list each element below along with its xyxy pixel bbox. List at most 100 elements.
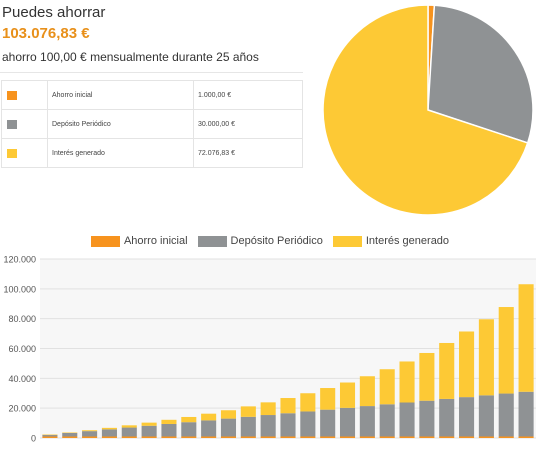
bar-segment-initial[interactable]	[300, 436, 316, 438]
bar-segment-interest[interactable]	[478, 319, 494, 396]
bar-segment-initial[interactable]	[359, 436, 375, 438]
bar-segment-initial[interactable]	[498, 436, 514, 438]
bar-segment-interest[interactable]	[359, 376, 375, 407]
bar-segment-interest[interactable]	[82, 430, 98, 432]
bar-segment-initial[interactable]	[419, 436, 435, 438]
bar-segment-initial[interactable]	[280, 436, 296, 438]
bar-segment-initial[interactable]	[121, 436, 137, 438]
y-tick-label: 80.000	[8, 314, 36, 324]
summary-total: 103.076,83 €	[2, 25, 90, 42]
breakdown-label: Ahorro inicial	[47, 80, 194, 110]
bar-segment-initial[interactable]	[478, 436, 494, 438]
bar-segment-interest[interactable]	[459, 331, 475, 398]
bar-segment-interest[interactable]	[320, 388, 336, 410]
bar-segment-periodic[interactable]	[161, 423, 177, 437]
legend-label: Ahorro inicial	[123, 235, 188, 247]
bar-segment-interest[interactable]	[399, 361, 415, 403]
bar-segment-periodic[interactable]	[240, 416, 256, 437]
y-tick-label: 120.000	[3, 255, 36, 265]
bar-segment-initial[interactable]	[220, 436, 237, 438]
breakdown-value: 1.000,00 €	[193, 80, 303, 110]
bar-segment-initial[interactable]	[439, 436, 455, 438]
periodic-swatch	[7, 119, 17, 129]
bar-segment-interest[interactable]	[498, 307, 514, 394]
legend-item-initial[interactable]: Ahorro inicial	[90, 235, 188, 247]
bar-segment-initial[interactable]	[101, 436, 117, 438]
bar-segment-periodic[interactable]	[101, 429, 117, 437]
legend-label: Interés generado	[365, 235, 450, 247]
legend-item-interest[interactable]: Interés generado	[332, 235, 450, 247]
bar-segment-initial[interactable]	[161, 436, 177, 438]
breakdown-value: 72.076,83 €	[193, 138, 303, 168]
bar-segment-interest[interactable]	[62, 432, 78, 433]
bar-segment-interest[interactable]	[240, 406, 256, 417]
bar-segment-interest[interactable]	[300, 393, 316, 412]
bar-segment-periodic[interactable]	[141, 425, 157, 437]
bar-segment-periodic[interactable]	[339, 407, 356, 437]
bar-segment-initial[interactable]	[240, 436, 256, 438]
bar-segment-initial[interactable]	[518, 436, 534, 438]
bar-segment-initial[interactable]	[379, 436, 395, 438]
bar-segment-interest[interactable]	[121, 425, 137, 428]
initial-swatch	[7, 90, 17, 100]
y-tick-label: 40.000	[8, 374, 36, 384]
legend-swatch-periodic	[197, 235, 227, 247]
bar-segment-periodic[interactable]	[439, 398, 455, 437]
bar-chart-legend: Ahorro inicial Depósito Periódico Interé…	[0, 235, 540, 247]
bar-segment-initial[interactable]	[320, 436, 336, 438]
bar-segment-periodic[interactable]	[359, 406, 375, 437]
bar-segment-interest[interactable]	[280, 398, 296, 414]
legend-item-periodic[interactable]: Depósito Periódico	[197, 235, 323, 247]
bar-segment-initial[interactable]	[260, 436, 276, 438]
bar-segment-initial[interactable]	[459, 436, 475, 438]
summary-title: Puedes ahorrar	[2, 4, 106, 21]
bar-segment-interest[interactable]	[141, 422, 157, 426]
bar-segment-periodic[interactable]	[181, 422, 197, 437]
bar-segment-initial[interactable]	[339, 436, 356, 438]
legend-label: Depósito Periódico	[230, 235, 323, 247]
bar-segment-periodic[interactable]	[62, 432, 78, 437]
bar-segment-interest[interactable]	[419, 352, 435, 401]
bar-segment-periodic[interactable]	[280, 413, 296, 437]
pie-slice-interest[interactable]	[322, 4, 529, 216]
bar-segment-initial[interactable]	[42, 436, 58, 438]
bar-segment-interest[interactable]	[42, 434, 58, 436]
bar-segment-interest[interactable]	[439, 342, 455, 399]
bar-segment-periodic[interactable]	[260, 415, 276, 437]
breakdown-table: Ahorro inicial 1.000,00 € Depósito Perió…	[1, 80, 303, 168]
bar-segment-periodic[interactable]	[518, 391, 534, 437]
bar-segment-interest[interactable]	[260, 402, 276, 416]
bar-segment-interest[interactable]	[201, 413, 217, 421]
breakdown-row-periodic: Depósito Periódico 30.000,00 €	[1, 109, 303, 139]
bar-segment-initial[interactable]	[141, 436, 157, 438]
bar-segment-initial[interactable]	[82, 436, 98, 438]
breakdown-label: Depósito Periódico	[47, 109, 194, 139]
bar-segment-interest[interactable]	[181, 416, 197, 423]
bar-segment-periodic[interactable]	[42, 434, 58, 437]
bar-segment-periodic[interactable]	[201, 420, 217, 437]
pie-chart	[322, 4, 534, 216]
bar-segment-periodic[interactable]	[121, 427, 137, 437]
bar-segment-initial[interactable]	[181, 436, 197, 438]
bar-segment-periodic[interactable]	[220, 418, 237, 437]
bar-segment-interest[interactable]	[161, 419, 177, 424]
bar-segment-interest[interactable]	[518, 284, 534, 392]
breakdown-row-initial: Ahorro inicial 1.000,00 €	[1, 80, 303, 110]
bar-segment-periodic[interactable]	[82, 431, 98, 437]
bar-segment-periodic[interactable]	[478, 395, 494, 437]
bar-segment-periodic[interactable]	[379, 404, 395, 437]
bar-segment-initial[interactable]	[201, 436, 217, 438]
bar-segment-periodic[interactable]	[498, 393, 514, 437]
bar-segment-periodic[interactable]	[419, 400, 435, 437]
bar-segment-interest[interactable]	[220, 410, 237, 419]
bar-segment-initial[interactable]	[62, 436, 78, 438]
bar-segment-periodic[interactable]	[399, 402, 415, 437]
bar-segment-interest[interactable]	[379, 369, 395, 405]
bar-segment-interest[interactable]	[101, 427, 117, 430]
bar-segment-initial[interactable]	[399, 436, 415, 438]
pie-slice-periodic[interactable]	[427, 4, 534, 144]
bar-segment-periodic[interactable]	[459, 397, 475, 437]
bar-segment-interest[interactable]	[339, 382, 356, 408]
bar-segment-periodic[interactable]	[300, 411, 316, 437]
bar-segment-periodic[interactable]	[320, 409, 336, 437]
